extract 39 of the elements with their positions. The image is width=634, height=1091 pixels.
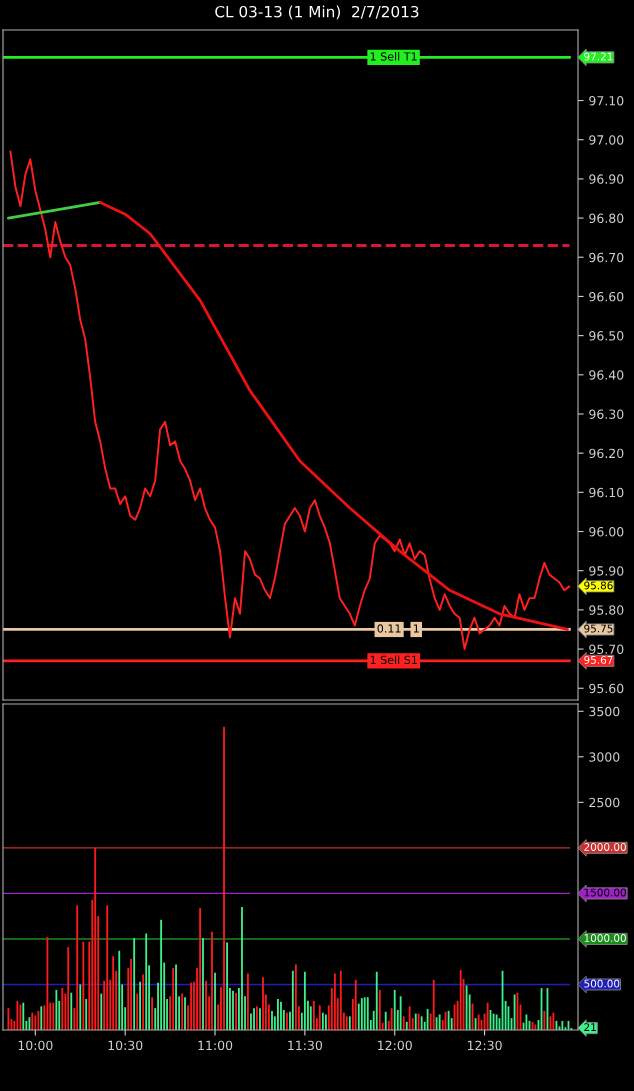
y-tick-label: 95.70: [589, 644, 624, 654]
y-tick-label: 96.80: [589, 213, 624, 223]
annotation: 1 Sell S1: [370, 655, 417, 665]
ref-line-label: 2000.00: [584, 843, 626, 851]
x-tick-label: 10:30: [108, 1040, 143, 1051]
y-tick-label: 96.20: [589, 448, 624, 459]
x-tick-label: 11:00: [198, 1040, 233, 1051]
y-tick-label: 97.10: [589, 96, 624, 106]
y-tick-label: 95.90: [589, 566, 624, 576]
y-tick-label: 96.00: [589, 526, 624, 537]
ref-line-label: 95.75: [584, 624, 613, 633]
y-tick-label: 96.70: [589, 252, 624, 263]
x-tick-label: 11:30: [288, 1040, 323, 1051]
annotation: 1: [413, 624, 419, 633]
y-tick-label: 96.90: [589, 174, 624, 184]
x-tick-label: 12:30: [467, 1040, 502, 1051]
y-tick-label: 2500: [589, 797, 620, 808]
y-tick-label: 96.30: [589, 409, 624, 419]
y-tick-label: 96.10: [589, 487, 624, 498]
y-tick-label: 96.40: [589, 370, 624, 380]
y-tick-label: 95.60: [589, 683, 624, 694]
ref-line-label: 97.21: [584, 52, 613, 61]
y-tick-label: 3500: [589, 706, 620, 717]
y-tick-label: 3000: [589, 752, 620, 762]
y-tick-label: 95.80: [589, 605, 624, 615]
text: 95.86: [584, 581, 613, 590]
x-tick-label: 12:00: [378, 1040, 412, 1051]
ref-line-label: 1000.00: [584, 934, 626, 942]
text: 21: [584, 1023, 596, 1031]
y-tick-label: 96.50: [589, 331, 624, 341]
annotation: 0.11: [377, 624, 401, 633]
ref-line-label: 500.00: [584, 979, 620, 988]
x-tick-label: 10:00: [18, 1040, 53, 1051]
ref-line-label: 95.67: [584, 655, 613, 664]
annotation: 1 Sell T1: [370, 52, 417, 61]
y-tick-label: 97.00: [589, 135, 624, 145]
chart-title: CL 03-13 (1 Min) 2/7/2013: [215, 5, 419, 20]
y-tick-label: 96.60: [589, 291, 624, 302]
ref-line-label: 1500.00: [584, 888, 626, 897]
